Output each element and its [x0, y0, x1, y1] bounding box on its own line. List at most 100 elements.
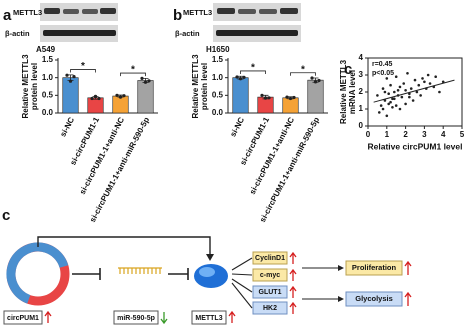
y-tick-label: 1.5 [212, 55, 224, 64]
data-point [379, 104, 383, 107]
x-tick-label: 0 [366, 130, 371, 139]
data-point [404, 89, 407, 92]
arrow-head [338, 296, 344, 302]
data-point [423, 80, 426, 84]
data-point [310, 76, 314, 80]
significance-bracket [240, 70, 266, 74]
chart-title: A549 [36, 45, 56, 54]
down-arrow [160, 312, 168, 325]
y-tick-label: 0.5 [42, 90, 54, 99]
panel-label: c [2, 207, 10, 224]
data-point [441, 80, 445, 84]
y-tick-label: 1.0 [42, 73, 54, 82]
y-axis-label: mRNA level [348, 70, 357, 114]
gene-label: GLUT1 [259, 289, 282, 296]
y-axis-label: Relative METTL3 [21, 54, 30, 119]
significance-label: * [81, 61, 85, 72]
data-point [400, 95, 404, 99]
bar [232, 77, 249, 114]
annotation: r=0.45 [372, 61, 393, 68]
y-tick-label: 0.0 [42, 108, 54, 117]
data-point [389, 100, 392, 104]
data-point [413, 78, 417, 82]
data-point [389, 83, 392, 87]
data-point [393, 97, 396, 101]
y-tick-label: 1 [359, 104, 364, 113]
data-point [383, 99, 387, 102]
y-tick-label: 1.5 [42, 55, 54, 64]
data-point [404, 102, 407, 106]
annotation: p<0.05 [372, 70, 394, 77]
significance-label: * [131, 65, 135, 76]
data-point [387, 102, 390, 106]
data-point [90, 96, 94, 101]
x-tick-label: 3 [422, 130, 427, 139]
data-point [260, 93, 264, 97]
data-point [419, 94, 422, 97]
x-tick-label: 5 [460, 130, 465, 139]
y-tick-label: 1.0 [212, 73, 224, 82]
gene-label: CyclinD1 [255, 255, 285, 262]
label-box [113, 310, 159, 325]
data-point [408, 95, 411, 99]
data-point [415, 90, 419, 94]
data-point [242, 75, 246, 79]
significance-label: * [251, 63, 255, 74]
outcome-label: Glycolysis [355, 294, 393, 303]
data-point [434, 75, 437, 78]
blot-label: METTL3 [13, 8, 42, 17]
blot [213, 3, 301, 42]
bar [87, 97, 104, 114]
panel-label: b [173, 7, 182, 24]
x-tick-label: si-circPUM1-1+anti-NC [248, 116, 296, 196]
x-tick-label: si-circPUM1-1+anti-NC [78, 116, 126, 196]
significance-bracket [290, 72, 316, 76]
gene-box [252, 251, 288, 265]
data-point [398, 85, 402, 89]
data-point [267, 96, 271, 100]
y-tick-label: 0.5 [212, 90, 224, 99]
y-tick-label: 2 [359, 87, 364, 96]
data-point [426, 73, 430, 77]
data-point [317, 78, 321, 83]
gene-label: HK2 [263, 305, 277, 312]
data-point [65, 73, 69, 77]
blot [40, 3, 118, 42]
data-point [140, 76, 144, 80]
data-point [377, 111, 381, 114]
x-tick-label: 1 [385, 130, 390, 139]
data-point [394, 104, 398, 107]
node-label: circPUM1 [7, 315, 39, 322]
diagram: c CyclinD1 c-myc GLUT1 HK2 Proliferation… [2, 207, 412, 325]
up-arrow [404, 260, 412, 306]
x-tick-label: si-NC [58, 116, 76, 139]
mirna [118, 267, 162, 274]
data-point [313, 80, 318, 84]
y-tick-label: 0.0 [212, 108, 224, 117]
up-arrow [228, 310, 236, 323]
data-point [406, 72, 409, 75]
data-point [147, 79, 151, 83]
data-point [396, 89, 400, 92]
y-tick-label: 3 [359, 70, 364, 79]
arrow [37, 236, 211, 256]
up-arrow [44, 310, 52, 323]
data-point [381, 87, 385, 90]
arrow-head [206, 254, 214, 261]
data-point [385, 77, 389, 80]
panel-label: a [3, 7, 12, 24]
y-tick-label: 0 [359, 121, 364, 130]
data-point [288, 96, 293, 101]
x-tick-label: 2 [403, 130, 408, 139]
data-point [411, 99, 415, 102]
protein [199, 267, 215, 277]
data-point [118, 95, 123, 99]
plot-frame [367, 57, 463, 127]
x-axis-label: Relative circPUM1 level [368, 141, 463, 151]
x-tick-label: 4 [441, 130, 446, 139]
data-point [376, 94, 379, 97]
significance-bracket [70, 69, 96, 73]
outcome-box [345, 291, 403, 307]
data-point [93, 94, 98, 98]
